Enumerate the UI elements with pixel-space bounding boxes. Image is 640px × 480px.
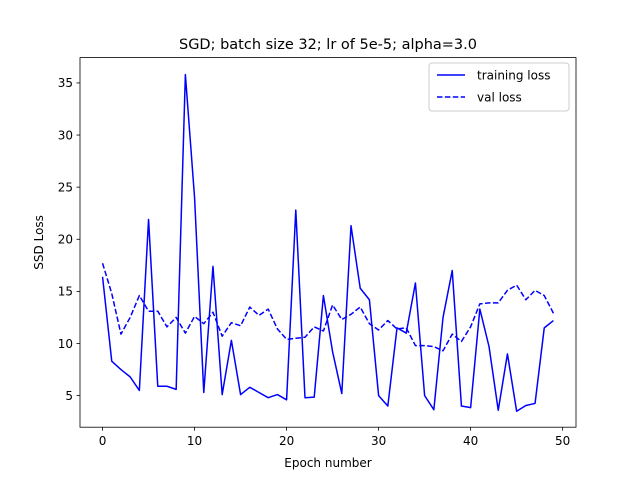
y-axis-ticks: 5 10 15 20 25 30 35: [58, 76, 80, 403]
y-tick-label: 5: [65, 389, 73, 403]
y-tick-label: 20: [58, 233, 73, 247]
plot-area: [80, 57, 576, 428]
series-layer: [101, 73, 555, 412]
chart-title: SGD; batch size 32; lr of 5e-5; alpha=3.…: [179, 37, 477, 53]
y-tick-label: 10: [58, 337, 73, 351]
plot-frame: [79, 57, 577, 428]
series-line-val-loss: [101, 263, 555, 352]
x-tick-label: 0: [99, 434, 107, 448]
x-tick-label: 40: [463, 434, 478, 448]
legend-label-training-loss: training loss: [477, 69, 550, 83]
y-tick-label: 30: [58, 128, 73, 142]
x-tick-label: 50: [555, 434, 570, 448]
x-axis-ticks: 0 10 20 30 40 50: [99, 427, 570, 448]
legend-label-val-loss: val loss: [477, 91, 522, 105]
y-tick-label: 25: [58, 180, 73, 194]
series-line-training-loss: [101, 73, 554, 412]
x-tick-label: 10: [187, 434, 202, 448]
x-axis-label: Epoch number: [284, 456, 371, 470]
x-tick-label: 20: [279, 434, 294, 448]
legend: training loss val loss: [428, 62, 570, 112]
y-tick-label: 35: [58, 76, 73, 90]
y-axis-label: SSD Loss: [32, 215, 46, 270]
y-tick-label: 15: [58, 285, 73, 299]
x-tick-label: 30: [371, 434, 386, 448]
